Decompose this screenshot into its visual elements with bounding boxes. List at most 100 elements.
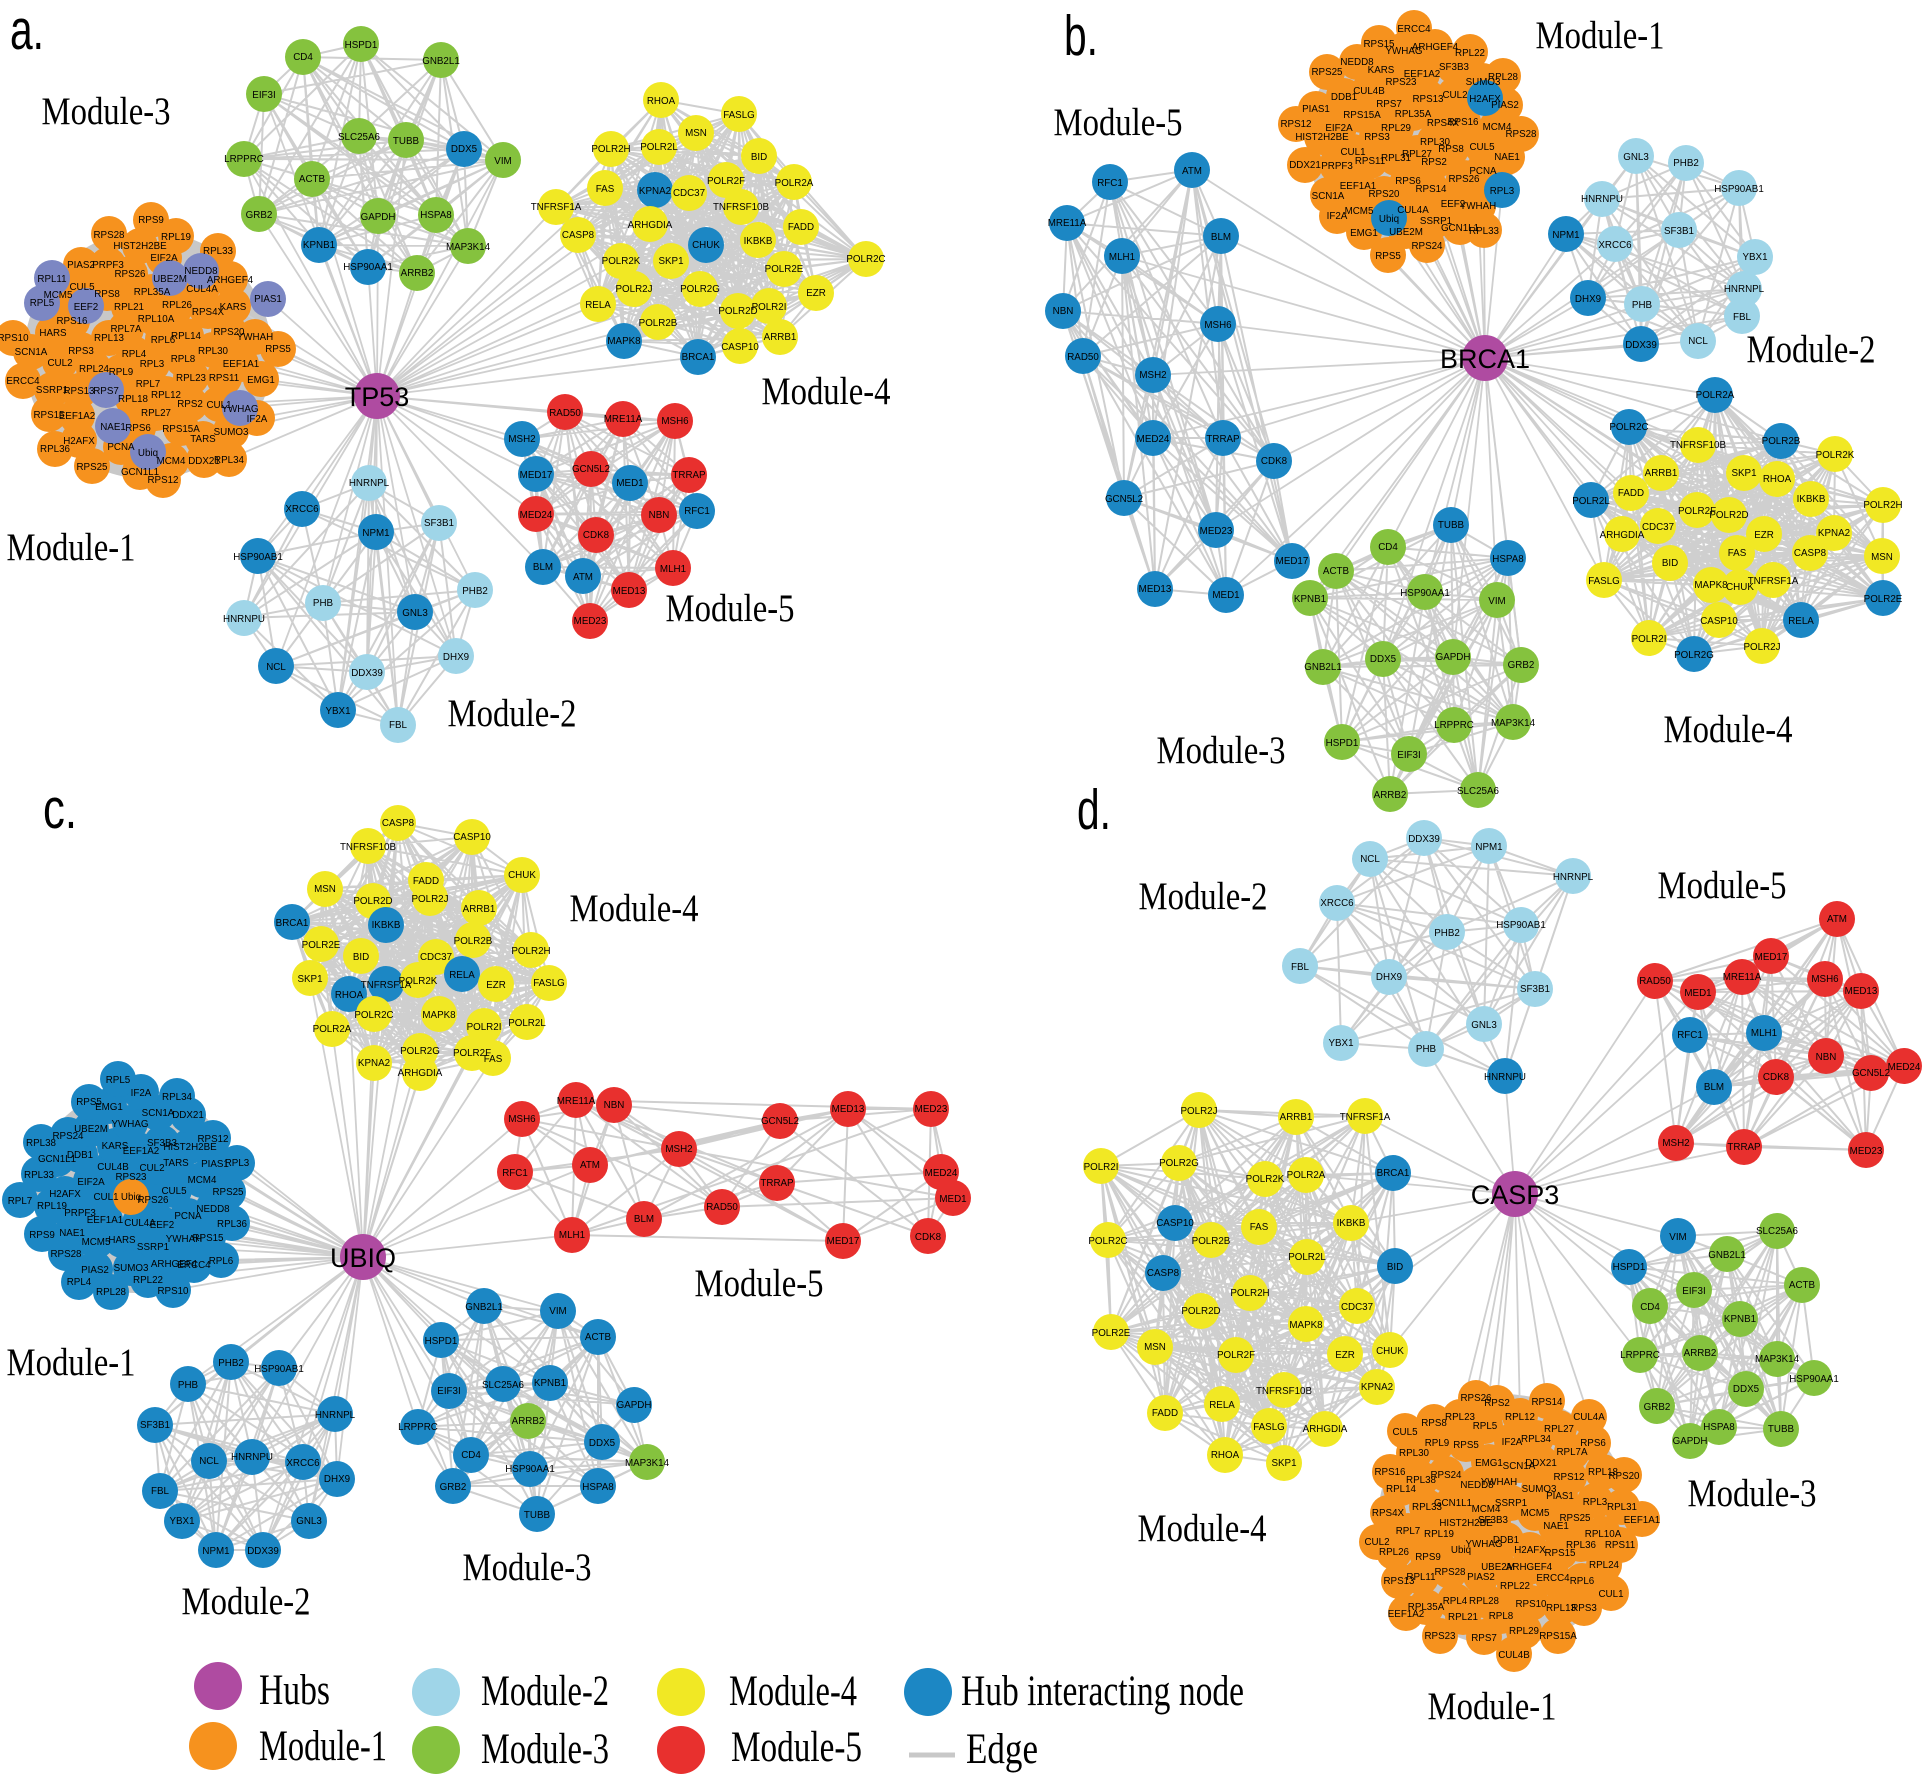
svg-text:HNRNPU: HNRNPU [231,1452,273,1463]
svg-text:RPL11: RPL11 [37,274,66,285]
svg-text:RPS7: RPS7 [93,386,119,397]
svg-text:MED23: MED23 [1850,1146,1883,1157]
svg-text:ARRB2: ARRB2 [1684,1348,1717,1359]
svg-text:RPL6: RPL6 [1570,1576,1595,1587]
svg-text:BLM: BLM [533,562,553,573]
svg-text:RPS15A: RPS15A [162,424,200,435]
svg-text:RPL30: RPL30 [1399,1448,1430,1459]
svg-text:EIF3I: EIF3I [1682,1286,1705,1297]
svg-text:NPM1: NPM1 [1552,230,1579,241]
svg-text:ARHGEF4: ARHGEF4 [207,275,254,286]
svg-text:TUBB: TUBB [1768,1424,1795,1435]
svg-text:RPL28: RPL28 [96,1287,127,1298]
svg-text:NAE1: NAE1 [100,422,126,433]
svg-text:Module-4: Module-4 [1664,708,1793,751]
svg-text:RPS9: RPS9 [1415,1552,1441,1563]
svg-text:POLR2G: POLR2G [1159,1158,1199,1169]
svg-text:GRB2: GRB2 [440,1482,467,1493]
svg-text:VIM: VIM [1488,596,1505,607]
svg-text:DDB1: DDB1 [67,1150,93,1161]
svg-text:EEF2: EEF2 [1441,199,1466,210]
svg-text:SKP1: SKP1 [658,256,683,267]
svg-text:VIM: VIM [549,1306,566,1317]
svg-text:Ubiq: Ubiq [121,1192,141,1203]
svg-text:YWHAG: YWHAG [111,1119,148,1130]
svg-text:RPS11: RPS11 [209,373,239,384]
svg-text:CHUK: CHUK [1376,1346,1404,1357]
svg-text:RPL28: RPL28 [1469,1596,1500,1607]
svg-text:RPL29: RPL29 [1509,1626,1539,1637]
svg-text:RPS12: RPS12 [1280,119,1311,130]
svg-text:RPS23: RPS23 [1424,1631,1456,1642]
svg-text:RPS15A: RPS15A [1343,110,1381,121]
svg-text:LRPPRC: LRPPRC [1620,1350,1660,1361]
svg-text:MED23: MED23 [915,1104,948,1115]
svg-text:RPS9: RPS9 [138,215,164,226]
svg-text:CASP8: CASP8 [1794,548,1827,559]
svg-text:IF2A: IF2A [1502,1437,1523,1448]
svg-text:ARRB2: ARRB2 [401,268,434,279]
svg-text:POLR2I: POLR2I [752,302,787,313]
svg-text:CUL5: CUL5 [1469,142,1495,153]
svg-text:RPL21: RPL21 [114,302,144,313]
svg-text:Module-4: Module-4 [1138,1507,1267,1550]
svg-text:RPL24: RPL24 [1589,1560,1620,1571]
svg-text:RPL5: RPL5 [106,1075,131,1086]
svg-text:POLR2B: POLR2B [454,936,493,947]
svg-text:POLR2I: POLR2I [467,1022,502,1033]
svg-text:SF3B1: SF3B1 [1520,984,1550,995]
svg-text:TNFRSF1A: TNFRSF1A [361,980,412,991]
svg-text:POLR2B: POLR2B [1192,1236,1231,1247]
svg-text:GNL3: GNL3 [402,608,428,619]
svg-text:RPL30: RPL30 [198,346,229,357]
svg-text:RPL11: RPL11 [1406,1572,1435,1583]
svg-text:RPL36: RPL36 [1566,1540,1597,1551]
svg-text:EEF1A2: EEF1A2 [59,411,96,422]
svg-text:RPS20: RPS20 [1368,189,1400,200]
svg-text:POLR2H: POLR2H [1230,1288,1269,1299]
svg-text:BRCA1: BRCA1 [276,918,309,929]
svg-text:POLR2F: POLR2F [1678,506,1716,517]
svg-text:CUL2: CUL2 [47,358,72,369]
svg-text:CUL1: CUL1 [1598,1589,1623,1600]
svg-text:RPL22: RPL22 [1500,1581,1530,1592]
svg-text:SF3B3: SF3B3 [147,1138,178,1149]
svg-text:RFC1: RFC1 [502,1168,528,1179]
svg-text:RPS7: RPS7 [1376,99,1402,110]
svg-text:Edge: Edge [966,1726,1038,1773]
svg-text:ARHGEF4: ARHGEF4 [151,1259,198,1270]
svg-text:SUMO3: SUMO3 [114,1263,149,1274]
svg-text:XRCC6: XRCC6 [1320,898,1354,909]
svg-text:POLR2E: POLR2E [1092,1328,1131,1339]
svg-text:RPL31: RPL31 [1607,1502,1637,1513]
svg-text:Module-5: Module-5 [695,1262,824,1305]
svg-text:RPL9: RPL9 [109,367,134,378]
svg-text:Module-2: Module-2 [1747,328,1876,371]
svg-text:RPS28: RPS28 [93,230,125,241]
svg-text:DDX5: DDX5 [1370,654,1397,665]
svg-text:MSH6: MSH6 [508,1114,536,1125]
svg-text:EZR: EZR [806,288,826,299]
svg-text:RPS7: RPS7 [1471,1633,1497,1644]
svg-text:UBE2M: UBE2M [153,274,187,285]
svg-text:RPS13: RPS13 [1412,94,1444,105]
svg-text:RPS10: RPS10 [0,333,29,344]
svg-text:YWHAH: YWHAH [166,1234,202,1245]
svg-text:RAD50: RAD50 [1639,976,1671,987]
svg-text:POLR2E: POLR2E [1864,594,1903,605]
svg-text:PIAS2: PIAS2 [81,1265,109,1276]
svg-text:YBX1: YBX1 [1328,1038,1353,1049]
svg-text:CUL4A: CUL4A [1573,1412,1605,1423]
svg-text:RPL33: RPL33 [203,246,234,257]
svg-text:RPL29: RPL29 [1381,123,1411,134]
svg-text:RELA: RELA [1209,1400,1235,1411]
svg-text:RPS10: RPS10 [1515,1599,1547,1610]
svg-text:HNRNPL: HNRNPL [349,478,390,489]
svg-text:H2AFX: H2AFX [1514,1545,1546,1556]
svg-text:UBE2M: UBE2M [74,1124,108,1135]
svg-text:CDC37: CDC37 [673,188,705,199]
svg-text:RPS5: RPS5 [1375,251,1401,262]
svg-text:POLR2G: POLR2G [400,1046,440,1057]
svg-text:RPS8: RPS8 [1421,1418,1447,1429]
svg-text:EZR: EZR [486,980,506,991]
